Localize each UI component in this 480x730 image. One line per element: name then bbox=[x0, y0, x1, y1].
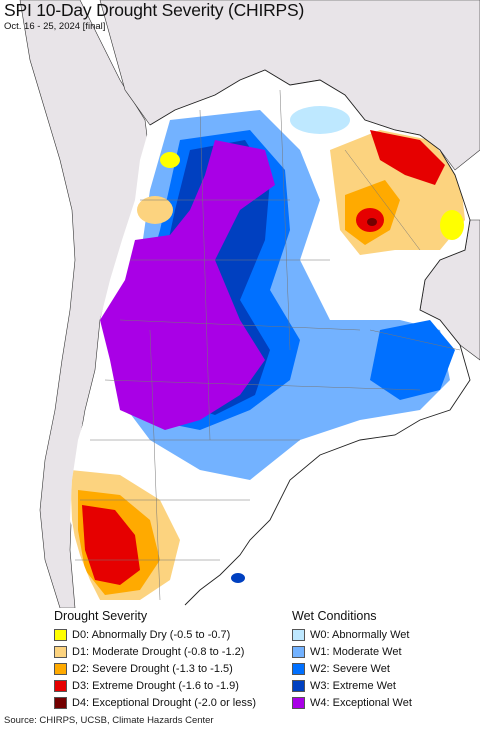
swatch-w0 bbox=[292, 628, 305, 641]
zone-w4 bbox=[100, 140, 275, 430]
zone-d3-northeast bbox=[370, 130, 445, 185]
zone-w2-east bbox=[370, 320, 455, 400]
drought-map bbox=[19, 0, 480, 608]
zone-d0-northeast bbox=[440, 210, 464, 240]
admin-borders bbox=[75, 89, 461, 601]
legend-drought-heading: Drought Severity bbox=[54, 609, 148, 623]
zone-d3-south bbox=[82, 505, 140, 585]
source-footer: Source: CHIRPS, UCSB, Climate Hazards Ce… bbox=[4, 715, 214, 726]
swatch-w4 bbox=[292, 696, 305, 709]
zone-d4-paraguay bbox=[367, 218, 377, 226]
legend-wet: Wet Conditions W0: Abnormally Wet W1: Mo… bbox=[292, 608, 412, 711]
map-title: SPI 10-Day Drought Severity (CHIRPS) bbox=[4, 0, 305, 20]
legend-item-w0: W0: Abnormally Wet bbox=[292, 626, 412, 643]
swatch-w3 bbox=[292, 679, 305, 692]
legend-item-w2: W2: Severe Wet bbox=[292, 660, 412, 677]
map-subtitle: Oct. 16 - 25, 2024 [final] bbox=[4, 21, 106, 32]
swatch-w1 bbox=[292, 645, 305, 658]
legend-item-d3: D3: Extreme Drought (-1.6 to -1.9) bbox=[54, 677, 256, 694]
legend-item-w1: W1: Moderate Wet bbox=[292, 643, 412, 660]
swatch-w2 bbox=[292, 662, 305, 675]
zone-w0 bbox=[290, 106, 350, 134]
swatch-d0 bbox=[54, 628, 67, 641]
legend: Drought Severity D0: Abnormally Dry (-0.… bbox=[0, 608, 480, 711]
swatch-d1 bbox=[54, 645, 67, 658]
zone-d1-northwest bbox=[137, 196, 173, 224]
legend-drought: Drought Severity D0: Abnormally Dry (-0.… bbox=[54, 608, 256, 711]
water-body bbox=[231, 573, 245, 583]
swatch-d4 bbox=[54, 696, 67, 709]
swatch-d3 bbox=[54, 679, 67, 692]
legend-item-d4: D4: Exceptional Drought (-2.0 or less) bbox=[54, 694, 256, 711]
title-block: SPI 10-Day Drought Severity (CHIRPS) Oct… bbox=[4, 0, 304, 32]
coastline bbox=[149, 69, 471, 606]
legend-item-d1: D1: Moderate Drought (-0.8 to -1.2) bbox=[54, 643, 256, 660]
legend-wet-heading: Wet Conditions bbox=[292, 609, 377, 623]
legend-item-d2: D2: Severe Drought (-1.3 to -1.5) bbox=[54, 660, 256, 677]
legend-item-d0: D0: Abnormally Dry (-0.5 to -0.7) bbox=[54, 626, 256, 643]
legend-item-w3: W3: Extreme Wet bbox=[292, 677, 412, 694]
swatch-d2 bbox=[54, 662, 67, 675]
zone-d0-northwest bbox=[160, 152, 180, 168]
legend-item-w4: W4: Exceptional Wet bbox=[292, 694, 412, 711]
